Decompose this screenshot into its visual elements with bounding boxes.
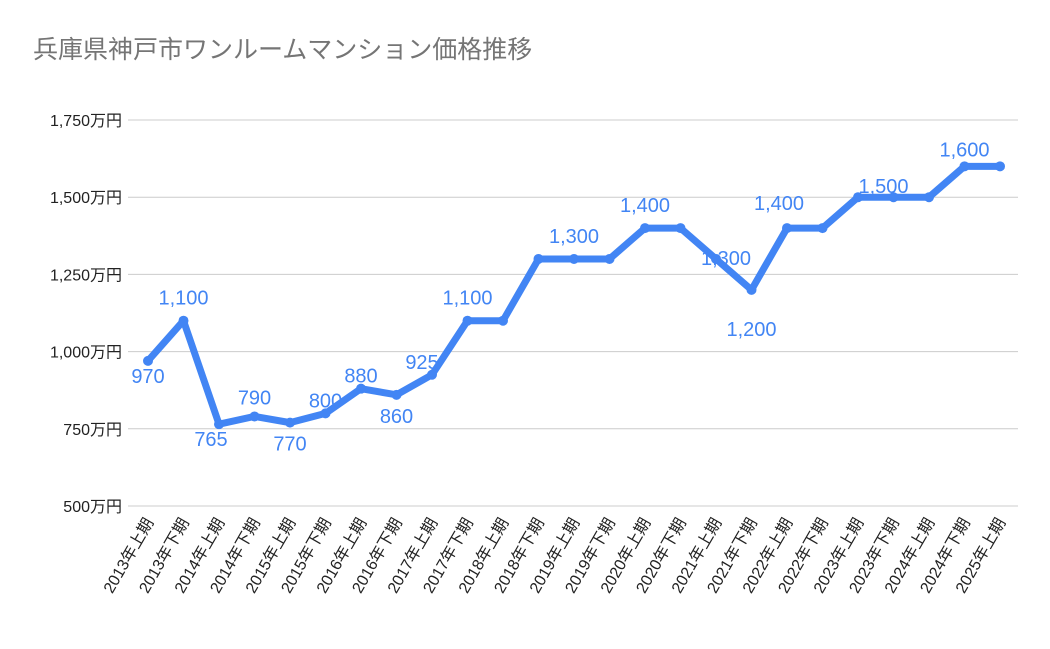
- data-point: [249, 411, 260, 422]
- data-point: [888, 192, 899, 203]
- data-point: [533, 253, 544, 264]
- data-label: 790: [238, 387, 271, 409]
- data-point: [782, 223, 792, 234]
- y-tick-label: 1,000万円: [50, 345, 122, 362]
- data-point: [640, 223, 650, 234]
- data-point: [143, 355, 153, 366]
- data-point: [853, 192, 863, 203]
- chart-title: 兵庫県神戸市ワンルームマンション価格推移: [33, 35, 533, 64]
- data-label: 770: [273, 434, 306, 456]
- data-point: [924, 192, 934, 203]
- data-label: 925: [405, 352, 438, 374]
- data-point: [995, 161, 1005, 172]
- data-label: 1,500: [858, 176, 908, 198]
- data-label: 1,200: [726, 319, 776, 341]
- data-label: 880: [344, 366, 377, 388]
- series-line: [144, 162, 1004, 428]
- data-label: 1,300: [701, 248, 751, 270]
- data-point: [746, 284, 757, 295]
- data-point: [320, 408, 331, 419]
- data-point: [462, 315, 473, 326]
- data-point: [569, 253, 579, 264]
- data-label: 1,300: [549, 226, 599, 248]
- data-point: [178, 315, 189, 326]
- data-point: [498, 315, 508, 326]
- y-tick-label: 1,500万円: [50, 190, 122, 207]
- data-point: [675, 223, 686, 234]
- data-point: [711, 253, 721, 264]
- data-label: 860: [380, 406, 413, 428]
- y-tick-label: 1,250万円: [50, 267, 122, 284]
- data-point: [214, 419, 224, 430]
- data-label: 970: [131, 366, 164, 388]
- data-point: [427, 369, 437, 380]
- data-label: 1,100: [158, 288, 208, 310]
- data-point: [391, 389, 402, 400]
- data-point: [817, 223, 828, 234]
- data-label: 1,400: [620, 195, 670, 217]
- data-point: [356, 383, 366, 394]
- data-label: 800: [309, 390, 342, 412]
- data-point: [604, 253, 615, 264]
- data-label: 1,100: [442, 288, 492, 310]
- data-label: 1,600: [939, 139, 989, 161]
- data-label: 765: [194, 429, 227, 451]
- data-label: 1,400: [754, 193, 804, 215]
- y-tick-label: 500万円: [63, 499, 122, 516]
- y-tick-label: 1,750万円: [50, 113, 122, 130]
- data-point: [959, 161, 970, 172]
- y-tick-label: 750万円: [63, 422, 122, 439]
- data-point: [285, 417, 295, 428]
